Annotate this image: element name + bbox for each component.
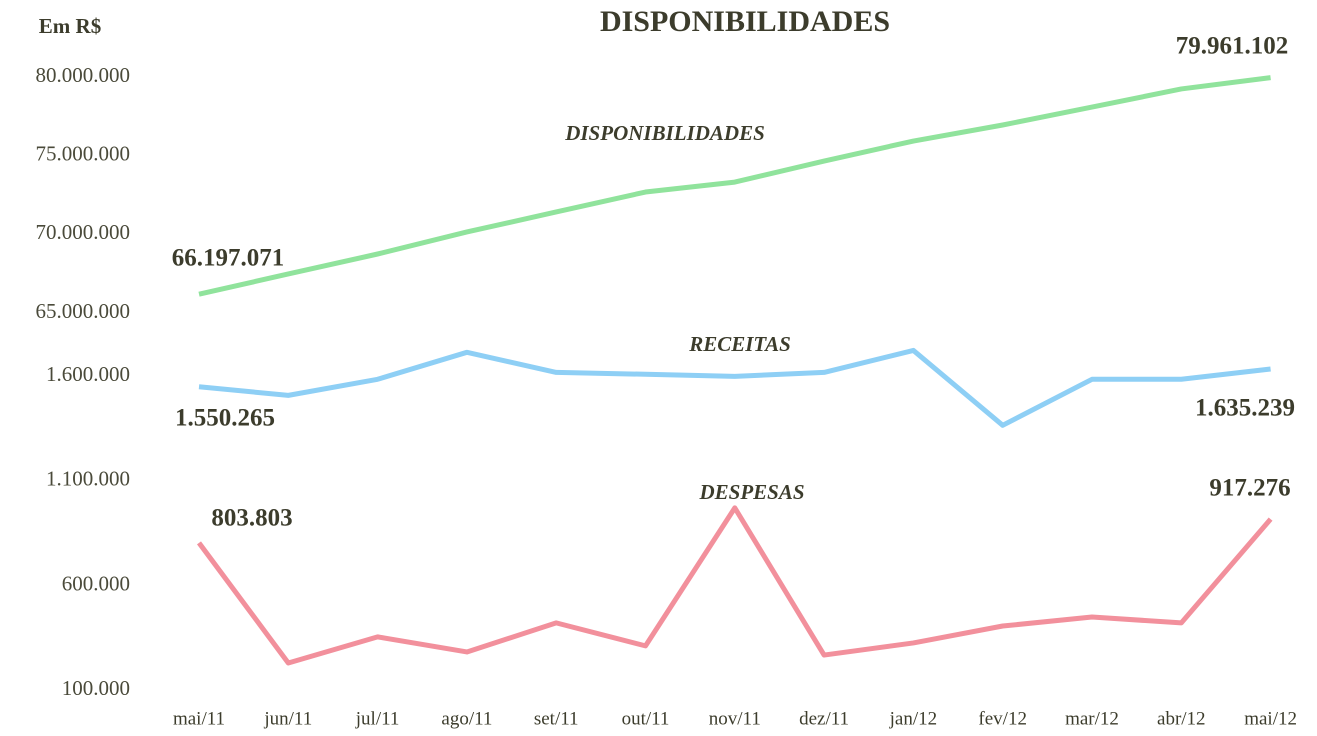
chart-title: DISPONIBILIDADES — [600, 5, 890, 38]
x-tick-label: dez/11 — [799, 708, 849, 729]
x-tick-label: out/11 — [622, 708, 670, 729]
y-tick-label: 100.000 — [62, 676, 130, 700]
data-label: 1.550.265 — [175, 405, 275, 432]
unit-label: Em R$ — [39, 14, 101, 38]
data-label: 917.276 — [1209, 475, 1290, 502]
y-tick-label: 80.000.000 — [36, 63, 131, 87]
x-tick-label: nov/11 — [709, 708, 761, 729]
x-tick-label: jul/11 — [355, 708, 400, 729]
y-tick-label: 1.100.000 — [46, 467, 130, 491]
x-tick-label: mar/12 — [1065, 708, 1119, 729]
y-tick-label: 75.000.000 — [36, 141, 131, 165]
series-line — [196, 505, 1273, 666]
series-label: DESPESAS — [698, 480, 804, 504]
series-label: RECEITAS — [688, 332, 791, 356]
series-label: DISPONIBILIDADES — [564, 121, 765, 145]
data-label: 79.961.102 — [1176, 33, 1289, 60]
x-tick-label: jan/12 — [889, 708, 938, 729]
x-tick-label: abr/12 — [1157, 708, 1206, 729]
data-label: 1.635.239 — [1195, 395, 1295, 422]
x-tick-label: set/11 — [534, 708, 579, 729]
x-tick-label: mai/11 — [173, 708, 225, 729]
data-label: 803.803 — [211, 505, 292, 532]
series-line — [198, 347, 1271, 428]
series-line — [198, 75, 1271, 297]
x-tick-label: jun/11 — [263, 708, 312, 729]
y-tick-label: 65.000.000 — [36, 299, 131, 323]
y-tick-label: 70.000.000 — [36, 220, 131, 244]
x-tick-label: mai/12 — [1244, 708, 1297, 729]
x-tick-label: ago/11 — [441, 708, 492, 729]
data-label: 66.197.071 — [172, 245, 285, 272]
x-tick-label: fev/12 — [978, 708, 1027, 729]
y-tick-label: 600.000 — [62, 571, 130, 595]
y-tick-label: 1.600.000 — [46, 362, 130, 386]
